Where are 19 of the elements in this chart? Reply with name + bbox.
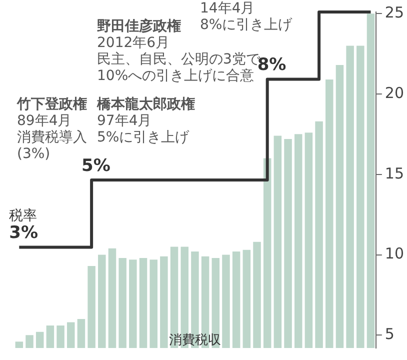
data-label: 3%: [9, 223, 38, 244]
data-label: 5%: [82, 156, 110, 176]
y-tick-label: 15: [384, 164, 404, 182]
annotation: 14年4月: [200, 0, 255, 17]
data-label: 8%: [257, 55, 286, 76]
annotation: 野田佳彦政権: [97, 18, 181, 35]
annotation: 89年4月: [17, 113, 72, 130]
y-tick-label: 20: [384, 84, 404, 102]
series-label: 消費税収: [168, 332, 221, 348]
annotation: 97年4月: [97, 113, 152, 130]
y-tick-label: 10: [384, 244, 404, 263]
annotation: 2012年6月: [97, 35, 170, 52]
y-tick-label: 25: [384, 4, 404, 22]
series-label: 税率: [9, 208, 38, 224]
annotation: 8%に引き上げ: [200, 17, 294, 34]
annotation: 橋本龍太郎政権: [96, 96, 195, 113]
y-tick-label: 5: [384, 325, 394, 344]
annotation: 5%に引き上げ: [97, 130, 190, 146]
annotation: 竹下登政権: [16, 96, 87, 113]
